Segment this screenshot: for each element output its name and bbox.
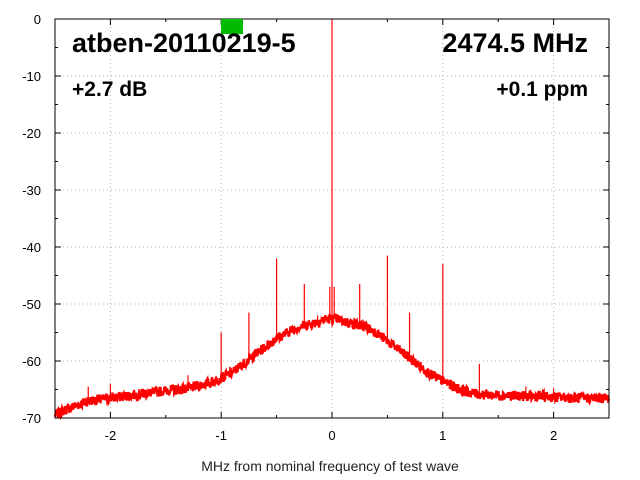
gain-label: +2.7 dB <box>72 78 147 101</box>
y-tick-label: -70 <box>22 411 41 426</box>
y-tick-label: -30 <box>22 183 41 198</box>
y-tick-label: -60 <box>22 354 41 369</box>
x-tick-label: 1 <box>439 428 446 443</box>
x-tick-label: 0 <box>328 428 335 443</box>
frequency-label: 2474.5 MHz <box>442 28 588 58</box>
offset-label: +0.1 ppm <box>496 78 588 101</box>
y-tick-label: -10 <box>22 69 41 84</box>
spur-lines <box>87 19 555 401</box>
y-tick-label: 0 <box>34 12 41 27</box>
x-tick-label: -2 <box>105 428 117 443</box>
y-tick-label: -50 <box>22 297 41 312</box>
spectrum-trace <box>53 313 611 421</box>
x-tick-label: -1 <box>215 428 227 443</box>
plot-frame <box>54 18 610 419</box>
status-indicator <box>221 19 243 34</box>
y-tick-label: -20 <box>22 126 41 141</box>
x-tick-label: 2 <box>550 428 557 443</box>
y-axis-ticks: 0 -10 -20 -30 -40 -50 -60 -70 <box>22 12 609 426</box>
y-tick-label: -40 <box>22 240 41 255</box>
x-axis-label: MHz from nominal frequency of test wave <box>201 458 459 474</box>
device-label: atben-20110219-5 <box>72 28 296 58</box>
